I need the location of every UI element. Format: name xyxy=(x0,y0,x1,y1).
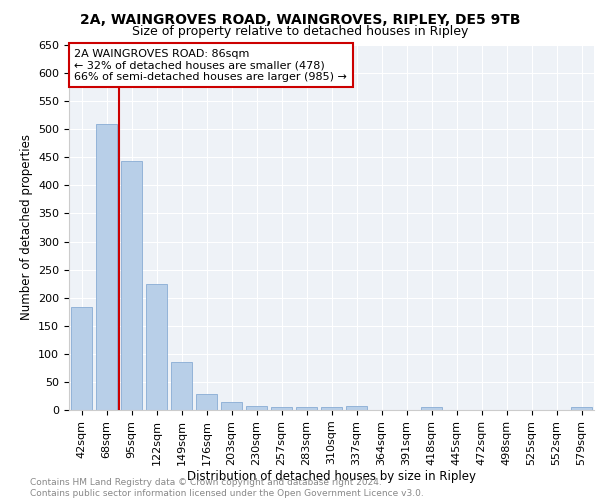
Bar xyxy=(196,394,217,410)
Text: 2A WAINGROVES ROAD: 86sqm
← 32% of detached houses are smaller (478)
66% of semi: 2A WAINGROVES ROAD: 86sqm ← 32% of detac… xyxy=(74,48,347,82)
Bar xyxy=(346,406,367,410)
Bar xyxy=(246,406,267,410)
Bar xyxy=(121,161,142,410)
Bar xyxy=(171,362,192,410)
Bar xyxy=(221,402,242,410)
Bar xyxy=(296,407,317,410)
Text: Contains HM Land Registry data © Crown copyright and database right 2024.
Contai: Contains HM Land Registry data © Crown c… xyxy=(30,478,424,498)
Bar xyxy=(571,407,592,410)
Text: 2A, WAINGROVES ROAD, WAINGROVES, RIPLEY, DE5 9TB: 2A, WAINGROVES ROAD, WAINGROVES, RIPLEY,… xyxy=(80,12,520,26)
Bar xyxy=(71,307,92,410)
Bar xyxy=(321,407,342,410)
Bar xyxy=(421,407,442,410)
Bar xyxy=(96,124,117,410)
Bar xyxy=(271,406,292,410)
Text: Size of property relative to detached houses in Ripley: Size of property relative to detached ho… xyxy=(132,25,468,38)
Bar xyxy=(146,284,167,410)
X-axis label: Distribution of detached houses by size in Ripley: Distribution of detached houses by size … xyxy=(187,470,476,484)
Y-axis label: Number of detached properties: Number of detached properties xyxy=(20,134,32,320)
